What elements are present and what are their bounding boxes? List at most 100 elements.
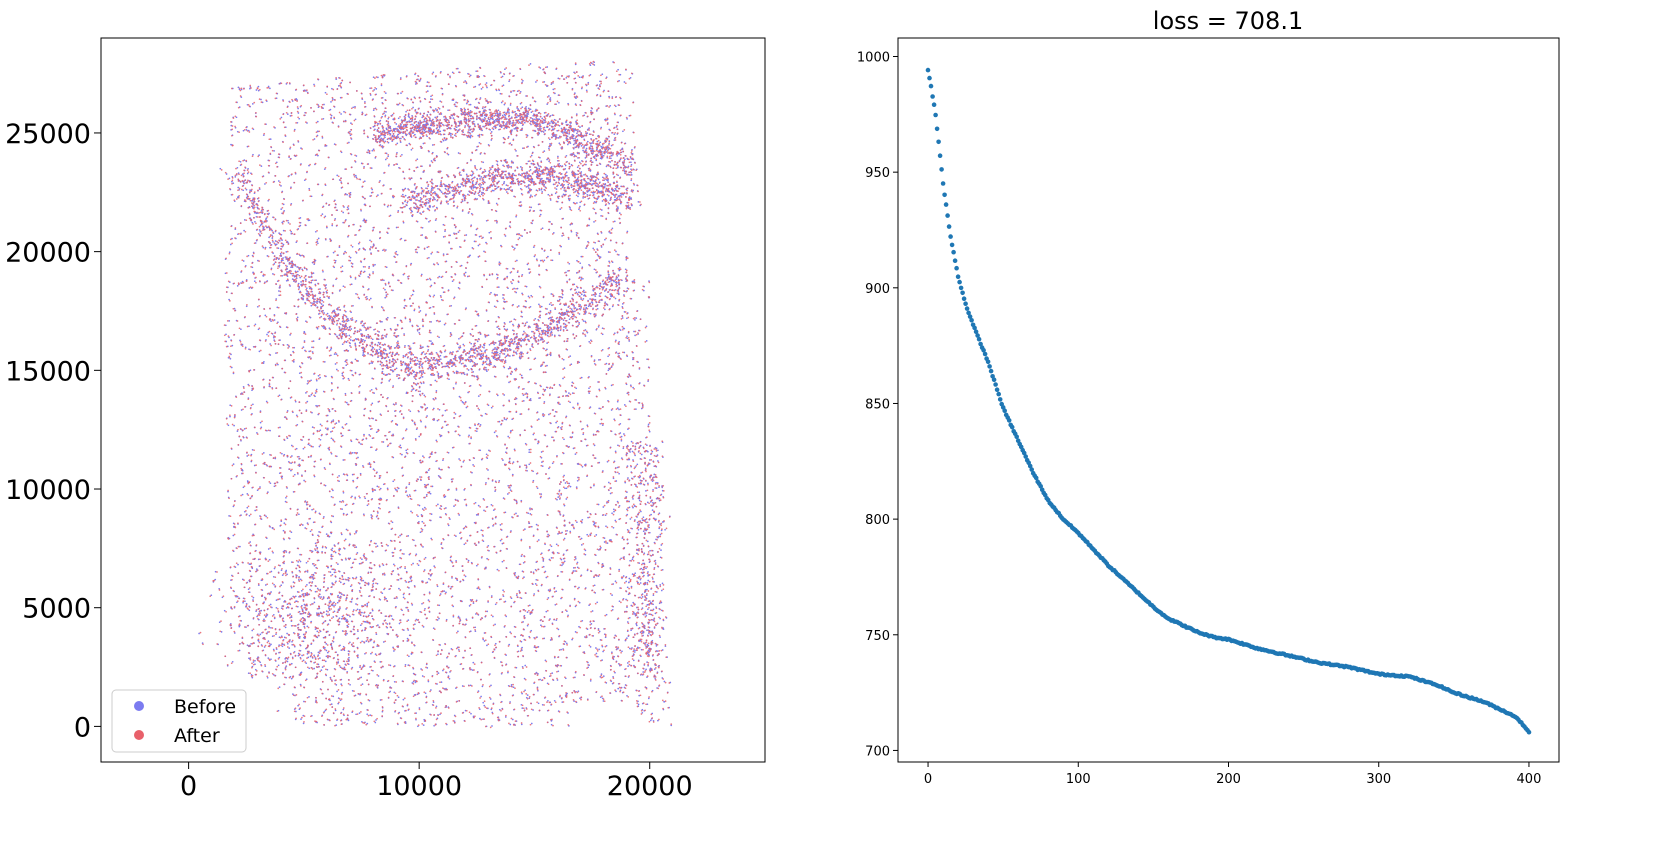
point-after <box>569 364 571 366</box>
point-after <box>455 631 458 634</box>
point-after <box>309 504 311 507</box>
point-after <box>303 256 305 258</box>
point-after <box>556 426 559 429</box>
point-after <box>460 600 462 603</box>
point-before <box>585 89 588 92</box>
point-after <box>524 299 527 302</box>
point-after <box>442 687 444 689</box>
point-after <box>363 197 366 200</box>
point-before <box>589 64 592 67</box>
point-after <box>617 646 620 649</box>
point-after <box>508 722 510 725</box>
point-after <box>406 586 409 588</box>
point-after <box>443 507 446 510</box>
point-before <box>474 85 477 88</box>
point-after <box>394 415 397 417</box>
point-after <box>434 282 436 285</box>
point-before <box>405 110 407 113</box>
point-after <box>370 240 373 243</box>
point-after <box>608 362 611 365</box>
point-after <box>354 544 356 547</box>
point-after <box>490 190 493 193</box>
point-after <box>624 311 627 313</box>
point-after <box>419 394 422 397</box>
point-after <box>308 518 310 520</box>
point-before <box>521 273 524 276</box>
point-after <box>626 538 629 541</box>
point-after <box>353 173 355 176</box>
point-after <box>333 200 336 203</box>
point-after <box>440 87 443 90</box>
point-after <box>392 386 394 389</box>
point-after <box>232 117 235 119</box>
point-before <box>299 683 302 686</box>
point-before <box>350 276 352 279</box>
point-after <box>357 296 360 299</box>
point-before <box>580 544 583 546</box>
point-before <box>224 272 227 275</box>
point-before <box>502 84 505 87</box>
point-after <box>624 675 627 678</box>
point-after <box>525 666 528 668</box>
point-after <box>529 631 532 633</box>
point-after <box>659 535 662 538</box>
point-after <box>252 617 255 619</box>
point-after <box>335 209 338 212</box>
point-after <box>485 467 488 470</box>
point-after <box>596 548 599 551</box>
point-after <box>616 471 619 474</box>
point-after <box>577 587 579 590</box>
point-after <box>555 200 558 203</box>
point-after <box>588 407 591 409</box>
point-after <box>315 700 318 703</box>
point-after <box>338 111 341 114</box>
point-after <box>627 507 629 509</box>
point-before <box>433 294 436 297</box>
point-after <box>347 212 350 215</box>
point-after <box>266 583 269 586</box>
point-after <box>629 297 632 300</box>
point-after <box>355 553 358 556</box>
point-after <box>334 545 336 547</box>
point-after <box>620 601 622 604</box>
point-after <box>565 329 568 332</box>
point-after <box>487 600 489 602</box>
point-after <box>339 679 342 681</box>
point-after <box>347 131 350 134</box>
point-after <box>562 515 565 518</box>
point-after <box>380 83 383 85</box>
point-before <box>485 366 487 369</box>
point-after <box>506 276 508 279</box>
point-after <box>326 289 329 292</box>
point-after <box>297 305 300 308</box>
point-after <box>484 639 487 642</box>
point-after <box>558 77 561 80</box>
point-before <box>397 340 399 343</box>
point-after <box>545 670 548 672</box>
point-after <box>611 289 614 291</box>
point-after <box>347 182 349 185</box>
point-after <box>314 548 316 550</box>
point-after <box>300 361 303 364</box>
point-after <box>488 202 491 204</box>
point-before <box>408 587 410 589</box>
point-after <box>428 294 431 297</box>
point-after <box>519 67 521 70</box>
point-after <box>514 574 516 577</box>
point-after <box>367 463 370 465</box>
point-after <box>370 337 373 340</box>
point-after <box>575 604 578 607</box>
point-after <box>540 553 542 556</box>
point-after <box>345 514 348 516</box>
point-after <box>295 576 298 579</box>
point-after <box>629 400 632 403</box>
point-after <box>453 223 456 226</box>
point-after <box>520 413 523 415</box>
point-after <box>283 126 286 129</box>
point-after <box>317 288 320 291</box>
point-after <box>520 315 522 318</box>
point-after <box>480 718 483 721</box>
point-after <box>573 185 576 187</box>
point-after <box>317 377 320 380</box>
point-after <box>324 237 327 240</box>
